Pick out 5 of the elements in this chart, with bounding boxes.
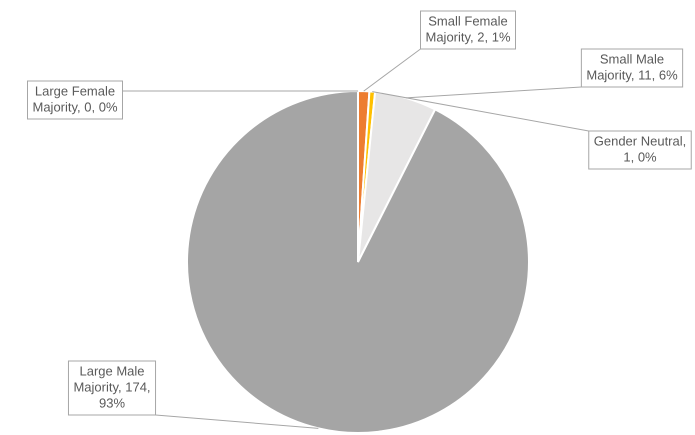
category-label: Large Female Majority, 0, 0% bbox=[32, 84, 118, 115]
slice-label: Small Female Majority, 2, 1% bbox=[425, 14, 511, 45]
slice-label: Small Male Majority, 11, 6% bbox=[586, 52, 678, 83]
slice-label: Gender Neutral, 1, 0% bbox=[594, 134, 686, 165]
slice-label: Large Male Majority, 174, 93% bbox=[73, 364, 151, 411]
